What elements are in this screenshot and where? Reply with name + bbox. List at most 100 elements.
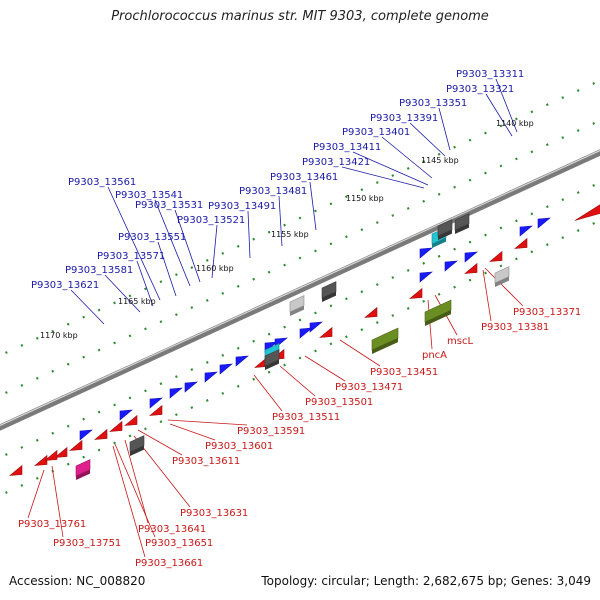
gene-label[interactable]: P9303_13641 (138, 524, 206, 535)
gene-label[interactable]: P9303_13481 (239, 186, 307, 197)
other-gene (129, 435, 145, 456)
label-leader (438, 107, 451, 151)
gene-label[interactable]: P9303_13391 (370, 113, 438, 124)
gene-label[interactable]: P9303_13411 (313, 142, 381, 153)
genome-backbone-highlight (0, 149, 600, 427)
gene-label[interactable]: P9303_13751 (53, 538, 121, 549)
kbp-tick-labels: 1140 kbp 1145 kbp 1150 kbp 1155 kbp 1160 kbp… (40, 119, 534, 340)
label-leader (484, 267, 524, 307)
other-gene (437, 219, 453, 240)
rna-gene (371, 327, 399, 354)
label-leader (104, 274, 141, 313)
gene-label[interactable]: P9303_13371 (513, 307, 581, 318)
track-outer-top (0, 79, 600, 357)
gene-label[interactable]: P9303_13601 (205, 441, 273, 452)
reverse-gene (9, 464, 23, 476)
label-leader (169, 423, 216, 441)
gene-label[interactable]: P9303_13471 (335, 382, 403, 393)
label-leader (278, 195, 283, 247)
gene-label[interactable]: P9303_13311 (456, 69, 524, 80)
genome-summary: Topology: circular; Length: 2,682,675 bp… (261, 574, 591, 588)
forward-gene (309, 321, 323, 333)
label-leader (495, 78, 518, 133)
forward-gene (235, 355, 249, 367)
forward-gene (184, 381, 198, 393)
gene-label[interactable]: P9303_13491 (208, 201, 276, 212)
forward-gene (419, 247, 433, 259)
label-leader (409, 122, 446, 157)
label-leader (114, 443, 156, 538)
reverse-gene (409, 287, 423, 299)
track-inner-bottom (0, 181, 600, 459)
gene-label[interactable]: mscL (447, 336, 473, 347)
gene-label[interactable]: P9303_13551 (118, 232, 186, 243)
label-leader (352, 151, 429, 186)
gene-label[interactable]: P9303_13591 (237, 426, 305, 437)
reverse-gene (44, 449, 58, 461)
gene-label[interactable]: P9303_13351 (399, 98, 467, 109)
gene-label[interactable]: P9303_13381 (481, 322, 549, 333)
kbp-tick-label: 1170 kbp (40, 331, 78, 340)
gene-label[interactable]: P9303_13761 (18, 519, 86, 530)
kbp-tick-label: 1165 kbp (118, 297, 156, 306)
label-leader (309, 181, 317, 231)
gene-label[interactable]: P9303_13511 (272, 412, 340, 423)
gene-label[interactable]: P9303_13321 (446, 84, 514, 95)
label-leader (482, 269, 492, 322)
gene-label[interactable]: P9303_13531 (135, 200, 203, 211)
leader-lines (27, 78, 524, 558)
gene-label[interactable]: P9303_13581 (65, 265, 133, 276)
reverse-gene (124, 414, 138, 426)
gene-label[interactable]: P9303_13501 (305, 397, 373, 408)
forward-gene (119, 409, 133, 421)
kbp-tick-label: 1155 kbp (271, 230, 309, 239)
gene-label[interactable]: P9303_13521 (177, 215, 245, 226)
gene-label[interactable]: P9303_13611 (172, 456, 240, 467)
accession-label: Accession: NC_008820 (9, 574, 146, 588)
gene-label[interactable]: P9303_13541 (115, 190, 183, 201)
forward-gene (537, 217, 551, 229)
label-leader (247, 210, 251, 259)
reverse-gene (514, 237, 528, 249)
forward-gene (299, 327, 313, 339)
gene-label[interactable]: P9303_13561 (68, 177, 136, 188)
label-leader (174, 209, 201, 283)
gene-label[interactable]: P9303_13461 (270, 172, 338, 183)
label-leader (51, 465, 64, 538)
label-leader (341, 166, 425, 189)
forward-gene (219, 363, 233, 375)
forward-gene (204, 371, 218, 383)
label-leader (485, 93, 513, 137)
gene-label[interactable]: P9303_13631 (180, 508, 248, 519)
kbp-tick-label: 1140 kbp (496, 119, 534, 128)
reverse-gene (489, 250, 503, 262)
gene-label[interactable]: P9303_13571 (97, 251, 165, 262)
gene-features (9, 204, 600, 480)
gene-label[interactable]: pncA (422, 350, 447, 361)
kbp-tick-label: 1150 kbp (346, 194, 384, 203)
gene-label[interactable]: P9303_13661 (135, 558, 203, 569)
gene-label[interactable]: P9303_13651 (145, 538, 213, 549)
label-leader (137, 429, 183, 456)
reverse-gene (319, 326, 333, 338)
label-leader (253, 374, 283, 412)
track-outer-bottom (0, 219, 600, 497)
other-gene (321, 281, 337, 302)
gene-label[interactable]: P9303_13401 (342, 127, 410, 138)
label-leader (157, 241, 177, 297)
gene-label[interactable]: P9303_13451 (370, 367, 438, 378)
gene-label[interactable]: P9303_13421 (302, 157, 370, 168)
other-gene (264, 349, 280, 370)
gene-label[interactable]: P9303_13621 (31, 280, 99, 291)
label-leader (339, 339, 381, 367)
kbp-tick-label: 1145 kbp (421, 156, 459, 165)
label-leader (279, 365, 316, 397)
gene-labels: P9303_13311 P9303_13321 P9303_13351 P9303_1… (18, 69, 581, 569)
other-gene (454, 213, 470, 234)
label-leader (304, 355, 346, 382)
forward-gene (274, 337, 288, 349)
forward-gene (169, 387, 183, 399)
reverse-gene (94, 428, 108, 440)
